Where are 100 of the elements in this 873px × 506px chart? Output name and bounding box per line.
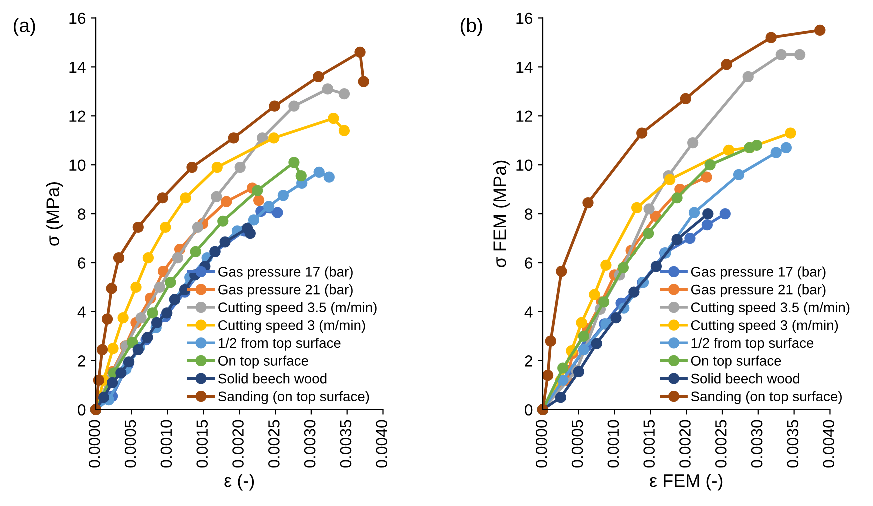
point bbox=[672, 234, 683, 246]
y-tick-label: 6 bbox=[525, 258, 533, 269]
legend-label: Gas pressure 17 (bar) bbox=[691, 266, 826, 280]
legend-label: Sanding (on top surface) bbox=[691, 391, 842, 404]
point bbox=[106, 283, 118, 294]
point bbox=[636, 128, 648, 139]
point bbox=[589, 289, 600, 300]
point bbox=[338, 88, 350, 100]
legend-label: On top surface bbox=[218, 356, 308, 369]
point bbox=[142, 252, 154, 264]
point bbox=[338, 125, 350, 136]
x-tick-label: 0.0015 bbox=[196, 420, 208, 468]
point bbox=[96, 344, 108, 356]
point bbox=[610, 312, 622, 324]
y-tick-label: 4 bbox=[78, 306, 86, 318]
y-tick-label: 10 bbox=[70, 160, 86, 172]
point bbox=[165, 277, 176, 288]
chart-title: (b) bbox=[460, 18, 482, 36]
point bbox=[785, 128, 796, 139]
point bbox=[680, 93, 692, 105]
point bbox=[542, 370, 554, 382]
point bbox=[253, 195, 265, 206]
x-tick-label: 0.0035 bbox=[787, 420, 799, 468]
legend-label: 1/2 from top surface bbox=[692, 338, 814, 351]
x-axis-title: ε FEM (-) bbox=[650, 474, 723, 491]
point bbox=[770, 147, 782, 158]
legend-label: Solid beech wood bbox=[691, 374, 800, 384]
point bbox=[132, 222, 144, 234]
point bbox=[244, 228, 256, 240]
x-tick-label: 0.0010 bbox=[608, 420, 620, 468]
point bbox=[322, 84, 334, 95]
point bbox=[598, 296, 610, 308]
x-tick-label: 0.0020 bbox=[232, 420, 244, 468]
point bbox=[102, 314, 114, 325]
point bbox=[218, 216, 229, 227]
point bbox=[142, 332, 154, 344]
point bbox=[152, 317, 163, 329]
point bbox=[650, 261, 662, 272]
point bbox=[720, 208, 731, 220]
point bbox=[742, 71, 754, 83]
point bbox=[704, 160, 716, 171]
x-tick-label: 0.0020 bbox=[680, 420, 691, 468]
y-tick-label: 2 bbox=[525, 356, 532, 367]
x-tick-label: 0.0005 bbox=[572, 420, 584, 468]
point bbox=[766, 32, 777, 44]
point bbox=[186, 162, 198, 174]
point bbox=[172, 252, 184, 264]
point bbox=[545, 336, 556, 347]
point bbox=[723, 144, 735, 156]
point bbox=[162, 308, 173, 319]
point bbox=[116, 368, 127, 379]
point bbox=[688, 207, 700, 218]
point bbox=[578, 330, 590, 342]
y-axis-title: σ FEM (MPa) bbox=[493, 160, 510, 268]
y-tick-label: 10 bbox=[516, 160, 533, 172]
x-tick-label: 0.0040 bbox=[823, 420, 835, 468]
legend-label: Gas pressure 21 (bar) bbox=[691, 284, 826, 298]
legend-label: Gas pressure 21 (bar) bbox=[218, 284, 353, 298]
point bbox=[701, 172, 712, 183]
legend-label: Cutting speed 3.5 (m/min) bbox=[218, 302, 377, 316]
point bbox=[118, 312, 129, 324]
legend-label: Gas pressure 17 (bar) bbox=[218, 266, 353, 280]
point bbox=[272, 207, 284, 218]
x-tick-label: 0.0035 bbox=[340, 420, 352, 468]
y-tick-label: 14 bbox=[516, 62, 533, 73]
x-tick-label: 0.0030 bbox=[304, 420, 316, 468]
x-axis-title: ε (-) bbox=[224, 474, 254, 491]
point bbox=[558, 374, 569, 386]
y-tick-label: 0 bbox=[525, 404, 533, 416]
legend-label: On top surface bbox=[691, 356, 782, 369]
point bbox=[130, 282, 142, 294]
legend-label: Cutting speed 3 (m/min) bbox=[691, 320, 838, 334]
point bbox=[147, 308, 158, 319]
point bbox=[628, 286, 640, 298]
point bbox=[794, 49, 806, 60]
x-tick-label: 0.0005 bbox=[124, 420, 136, 468]
point bbox=[814, 24, 826, 36]
point bbox=[252, 185, 264, 196]
point bbox=[672, 192, 683, 204]
point bbox=[108, 343, 119, 354]
point bbox=[776, 49, 787, 60]
y-tick-label: 0 bbox=[78, 404, 86, 416]
x-tick-label: 0.0015 bbox=[644, 420, 655, 468]
point bbox=[269, 100, 280, 112]
point bbox=[180, 284, 191, 296]
y-tick-label: 12 bbox=[70, 110, 86, 122]
point bbox=[324, 172, 335, 183]
x-tick-label: 0.0030 bbox=[751, 420, 763, 468]
point bbox=[354, 46, 366, 58]
x-tick-label: 0.0010 bbox=[160, 420, 172, 468]
point bbox=[644, 204, 655, 215]
point bbox=[702, 208, 714, 220]
y-tick-label: 8 bbox=[525, 208, 533, 220]
y-tick-label: 6 bbox=[78, 258, 86, 269]
legend-label: 1/2 from top surface bbox=[218, 338, 341, 351]
point bbox=[180, 192, 192, 204]
point bbox=[721, 59, 732, 70]
point bbox=[313, 71, 324, 83]
point bbox=[212, 162, 223, 174]
point bbox=[558, 362, 569, 374]
